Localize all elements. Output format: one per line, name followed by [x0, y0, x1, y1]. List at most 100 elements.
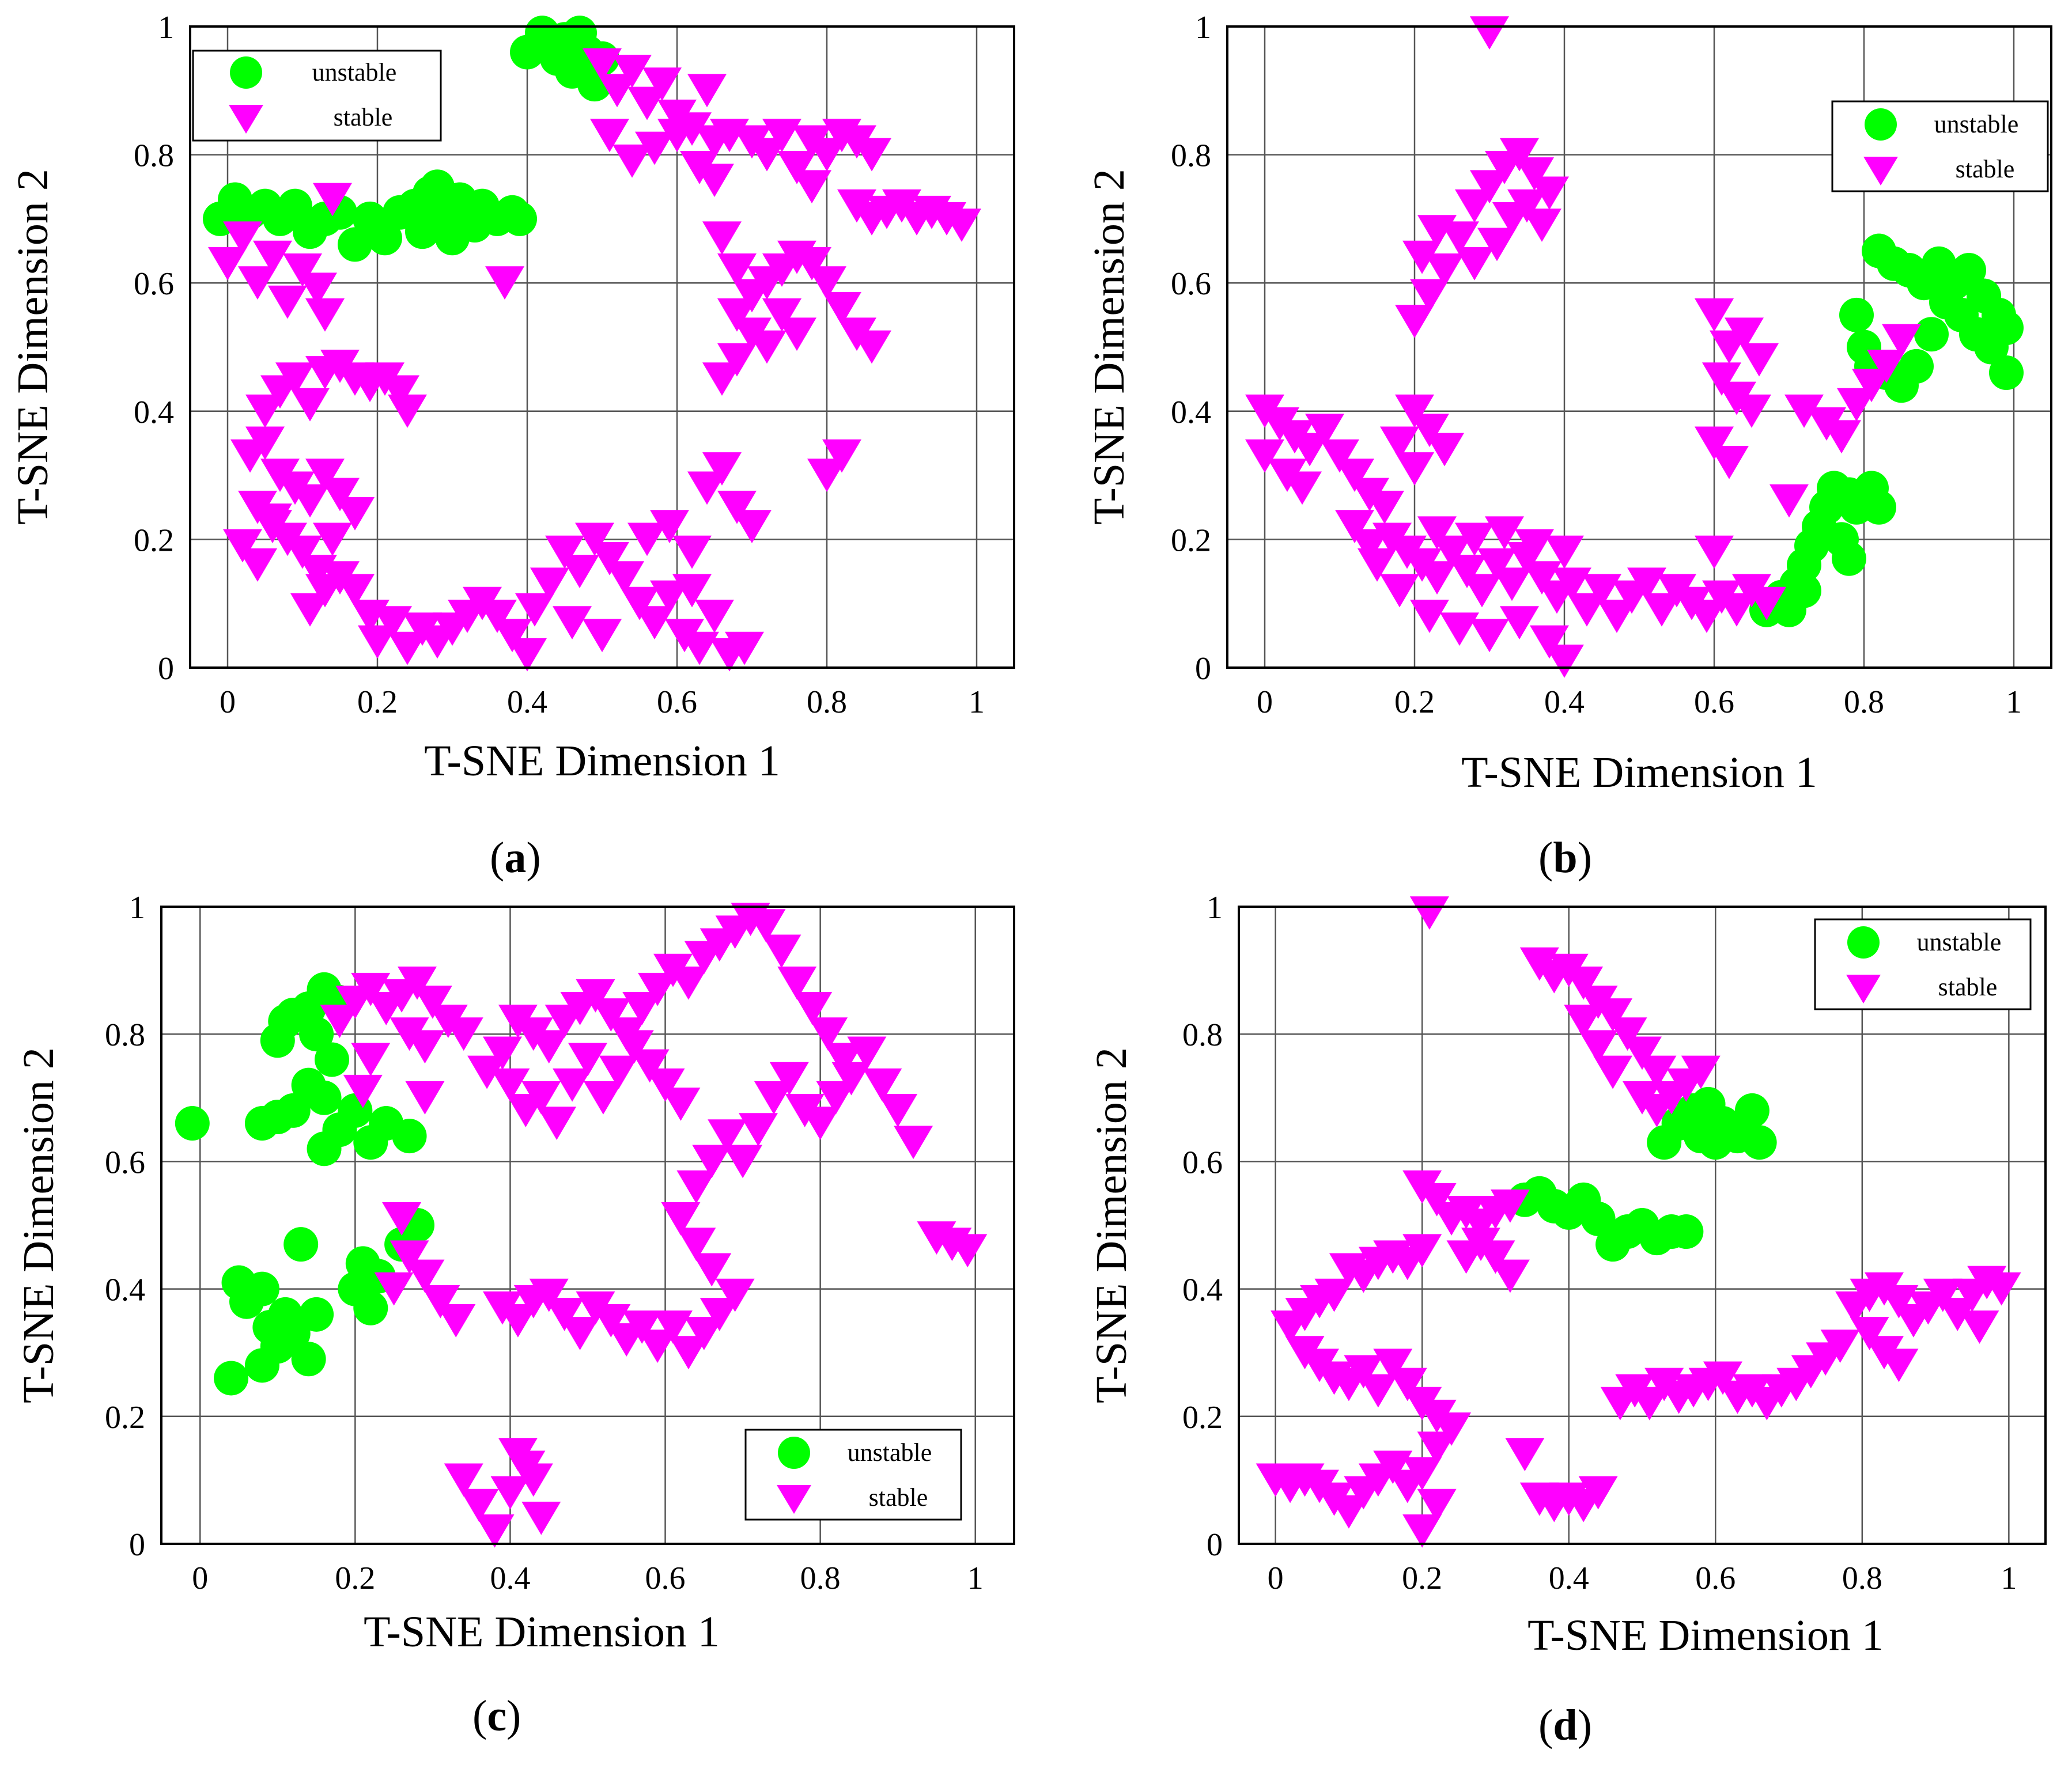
- data-point-stable: [684, 1317, 724, 1350]
- data-point-stable: [687, 74, 727, 108]
- data-point-stable: [599, 1055, 638, 1089]
- marks-c: [175, 903, 988, 1548]
- data-point-stable: [1608, 1017, 1647, 1051]
- x-tick-label: 1: [969, 684, 985, 720]
- data-point-stable: [777, 150, 816, 184]
- data-point-stable: [1365, 490, 1404, 524]
- data-point-stable: [413, 986, 452, 1019]
- x-tick-label: 0.4: [1544, 684, 1585, 720]
- data-point-unstable: [275, 1316, 311, 1351]
- data-point-stable: [313, 183, 352, 217]
- data-point-stable: [283, 253, 322, 287]
- data-point-stable: [816, 1081, 856, 1115]
- data-point-stable: [1410, 279, 1449, 313]
- y-tick-label: 0: [129, 1527, 145, 1563]
- data-point-stable: [390, 1240, 429, 1274]
- data-point-stable: [668, 966, 708, 1000]
- data-point-stable: [590, 541, 629, 575]
- data-point-stable: [762, 934, 801, 968]
- y-tick-label: 0: [158, 651, 174, 687]
- data-point-stable: [1440, 612, 1479, 646]
- data-point-stable: [747, 330, 787, 364]
- panel-caption-c: (c): [472, 1692, 521, 1740]
- data-point-stable: [498, 1304, 538, 1338]
- data-point-stable: [1490, 1189, 1530, 1223]
- data-point-stable: [612, 55, 652, 88]
- data-point-stable: [1593, 998, 1633, 1032]
- data-point-stable: [1623, 1036, 1662, 1070]
- data-point-stable: [1476, 1240, 1515, 1274]
- data-point-stable: [1470, 170, 1509, 204]
- data-point-stable: [1335, 510, 1374, 544]
- data-point-unstable: [1914, 317, 1949, 352]
- data-point-stable: [1380, 426, 1419, 460]
- data-point-stable: [1490, 1259, 1530, 1293]
- data-point-stable: [388, 631, 427, 665]
- axes-frame-b: [1226, 25, 2052, 669]
- data-point-stable: [1725, 317, 1764, 351]
- data-point-stable: [792, 247, 831, 281]
- data-point-stable: [1470, 16, 1509, 50]
- data-point-stable: [948, 1234, 988, 1268]
- data-point-stable: [635, 131, 674, 165]
- data-point-stable: [598, 74, 637, 108]
- data-point-stable: [672, 574, 712, 608]
- data-point-stable: [253, 240, 292, 274]
- x-axis-label-b: T-SNE Dimension 1: [1461, 748, 1817, 797]
- data-point-unstable: [1742, 1125, 1777, 1160]
- legend-label-stable: stable: [869, 1483, 928, 1512]
- data-point-stable: [1395, 394, 1434, 428]
- data-point-stable: [700, 1297, 739, 1331]
- data-point-stable: [238, 266, 277, 300]
- data-point-stable: [545, 535, 584, 569]
- legend-label-unstable: unstable: [1917, 928, 2002, 956]
- data-point-stable: [1477, 548, 1517, 582]
- legend-label-stable: stable: [1938, 973, 1998, 1001]
- data-point-stable: [1432, 535, 1472, 569]
- legend-marker-unstable: [1847, 926, 1880, 959]
- data-point-stable: [1432, 1412, 1472, 1446]
- data-point-stable: [612, 144, 652, 178]
- data-point-stable: [863, 1068, 902, 1102]
- data-point-stable: [627, 522, 667, 556]
- data-point-stable: [1425, 253, 1464, 287]
- data-point-stable: [1410, 600, 1449, 633]
- data-point-unstable: [1734, 1093, 1769, 1128]
- y-tick-label: 0.6: [1171, 266, 1211, 302]
- panel-a: 0 0.2 0.4 0.6 0.8 1 0 0.2 0.4 0.6 0.8 1 unstable st…: [9, 10, 1015, 882]
- data-point-stable: [1867, 349, 1906, 383]
- data-point-stable: [1627, 567, 1666, 601]
- data-point-stable: [283, 535, 322, 569]
- data-point-stable: [290, 593, 330, 627]
- data-point-stable: [275, 362, 315, 396]
- data-point-stable: [1642, 593, 1681, 627]
- data-point-stable: [1455, 522, 1494, 556]
- data-point-stable: [351, 1043, 391, 1077]
- data-point-stable: [1784, 394, 1824, 428]
- data-point-stable: [1417, 215, 1457, 249]
- y-tick-label: 0.6: [134, 266, 174, 302]
- data-point-stable: [1530, 625, 1569, 659]
- legend-marker-stable: [777, 1485, 811, 1514]
- data-point-stable: [1879, 1349, 1919, 1383]
- data-point-stable: [807, 266, 846, 300]
- data-point-stable: [508, 638, 547, 672]
- data-point-stable: [1395, 452, 1434, 486]
- legend-label-stable: stable: [334, 103, 393, 131]
- data-point-stable: [390, 1017, 429, 1051]
- data-point-stable: [1710, 445, 1749, 479]
- data-point-stable: [467, 1055, 507, 1089]
- data-point-stable: [478, 600, 517, 633]
- data-point-stable: [807, 138, 846, 172]
- data-point-stable: [702, 362, 742, 396]
- data-point-stable: [1344, 1476, 1383, 1510]
- x-tick-label: 0.6: [1694, 684, 1734, 720]
- data-point-stable: [739, 1113, 778, 1146]
- panel-b: 0 0.2 0.4 0.6 0.8 1 0 0.2 0.4 0.6 0.8 1 unstable st…: [1085, 10, 2052, 882]
- y-tick-label: 1: [1207, 890, 1223, 926]
- y-tick-label: 1: [158, 10, 174, 46]
- data-point-stable: [380, 375, 419, 409]
- data-point-stable: [1417, 561, 1457, 595]
- x-tick-label: 0: [220, 684, 236, 720]
- data-point-stable: [238, 548, 277, 582]
